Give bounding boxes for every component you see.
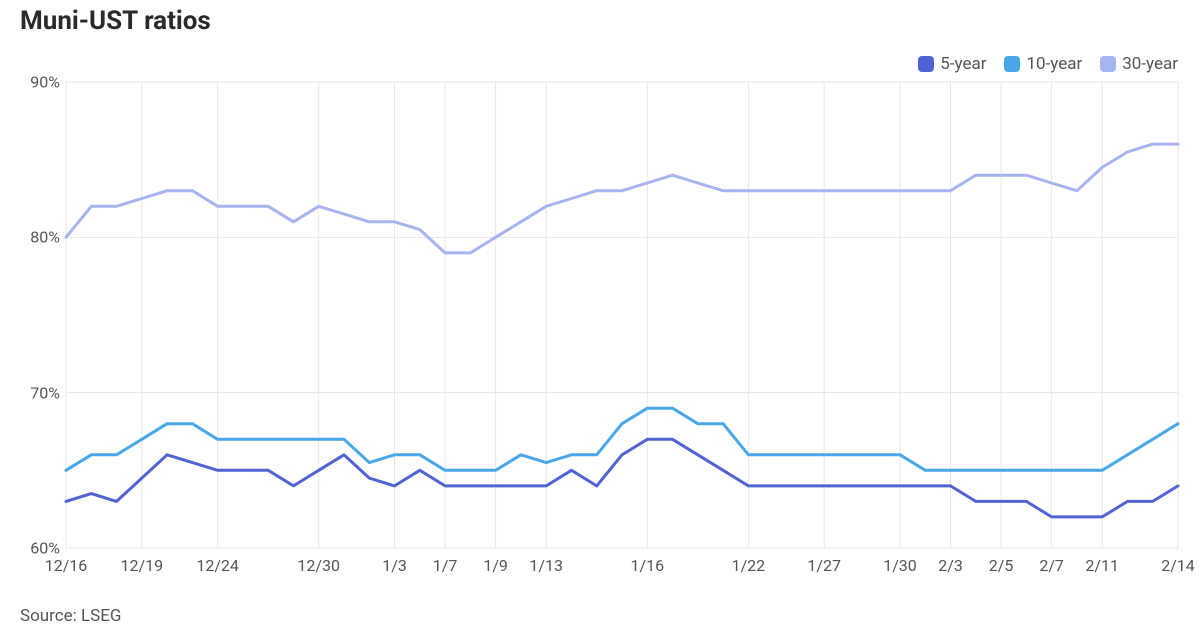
x-axis-label: 1/30 — [883, 556, 917, 575]
legend-item-10-year: 10-year — [1004, 54, 1082, 74]
legend-label: 5-year — [940, 54, 986, 74]
chart-plot-area — [66, 82, 1178, 548]
x-axis-label: 12/19 — [121, 556, 164, 575]
y-axis-label: 70% — [12, 383, 60, 402]
legend-swatch — [1004, 56, 1020, 72]
legend-label: 10-year — [1026, 54, 1082, 74]
legend-swatch — [918, 56, 934, 72]
x-axis-label: 1/7 — [433, 556, 458, 575]
x-axis-label: 2/3 — [938, 556, 963, 575]
x-axis-label: 2/7 — [1039, 556, 1064, 575]
chart-legend: 5-year 10-year 30-year — [918, 54, 1178, 74]
x-axis-label: 2/14 — [1161, 556, 1195, 575]
x-axis-label: 2/5 — [989, 556, 1014, 575]
series-line-30-year — [66, 144, 1178, 253]
x-axis-label: 12/24 — [196, 556, 239, 575]
x-axis-label: 1/3 — [382, 556, 407, 575]
x-axis-label: 2/11 — [1085, 556, 1119, 575]
legend-item-30-year: 30-year — [1100, 54, 1178, 74]
x-axis-label: 12/16 — [45, 556, 88, 575]
chart-title: Muni-UST ratios — [20, 6, 211, 36]
legend-swatch — [1100, 56, 1116, 72]
x-axis-label: 1/13 — [529, 556, 563, 575]
y-axis-label: 60% — [12, 539, 60, 558]
x-axis-label: 1/9 — [483, 556, 508, 575]
legend-item-5-year: 5-year — [918, 54, 986, 74]
y-axis-label: 90% — [12, 73, 60, 92]
x-axis-label: 1/16 — [630, 556, 664, 575]
x-axis-label: 12/30 — [297, 556, 340, 575]
chart-svg — [66, 82, 1178, 548]
y-axis-label: 80% — [12, 228, 60, 247]
series-line-5-year — [66, 439, 1178, 517]
x-axis-label: 1/22 — [732, 556, 766, 575]
series-line-10-year — [66, 408, 1178, 470]
x-axis-label: 1/27 — [807, 556, 841, 575]
legend-label: 30-year — [1122, 54, 1178, 74]
chart-source: Source: LSEG — [20, 606, 122, 626]
